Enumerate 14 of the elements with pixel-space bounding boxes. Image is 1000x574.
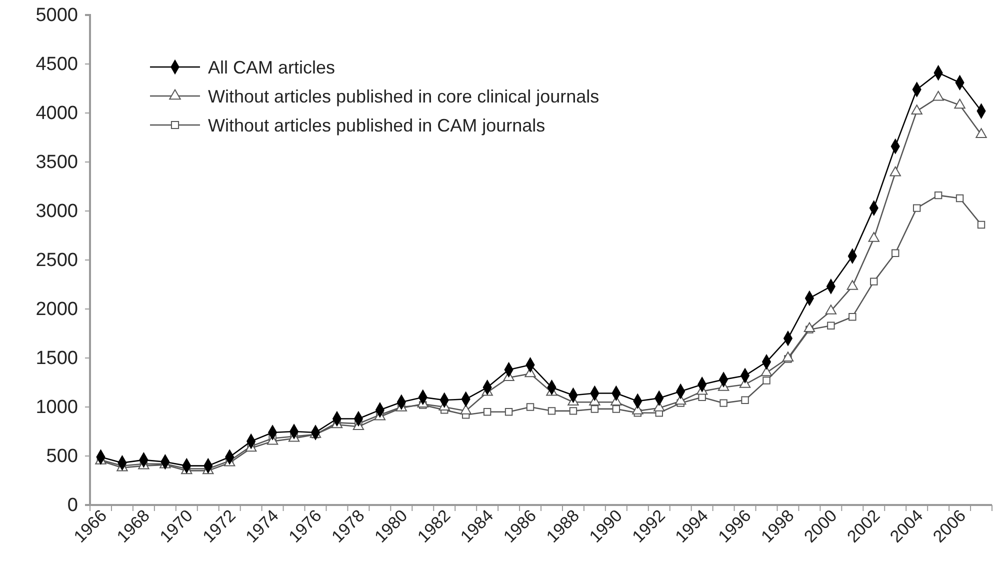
y-tick-label: 1000 [36, 397, 78, 418]
y-tick-label: 4500 [36, 54, 78, 76]
y-tick-label: 4000 [36, 103, 78, 124]
y-tick-label: 2000 [36, 299, 78, 320]
y-tick-label: 2500 [36, 250, 78, 272]
y-tick-label: 1500 [36, 348, 78, 370]
legend-label: Without articles published in CAM journals [208, 115, 546, 136]
y-tick-label: 3000 [36, 201, 78, 222]
y-tick-label: 0 [67, 495, 78, 516]
legend-label: All CAM articles [208, 57, 336, 78]
y-tick-label: 500 [46, 446, 78, 468]
y-tick-label: 3500 [36, 152, 78, 174]
y-tick-label: 5000 [36, 5, 78, 26]
legend-label: Without articles published in core clinical journals [208, 86, 600, 106]
